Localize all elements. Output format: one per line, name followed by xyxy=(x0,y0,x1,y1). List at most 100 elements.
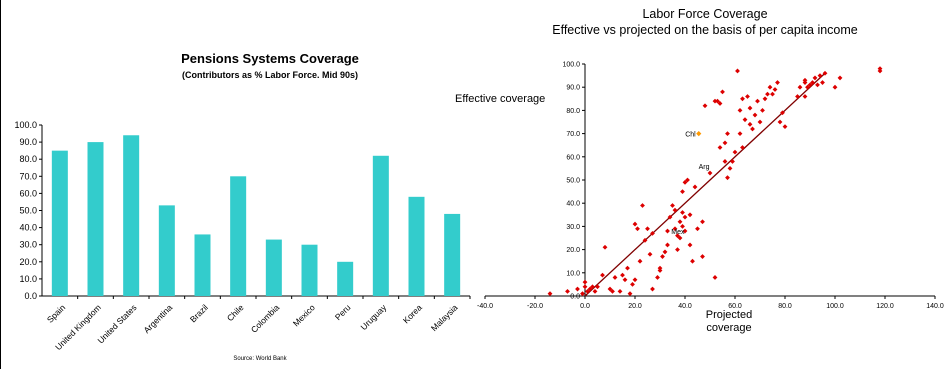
scatter-point xyxy=(677,235,683,241)
scatter-point xyxy=(757,119,763,125)
scatter-point xyxy=(812,75,818,81)
bar-chart-title: Pensions Systems Coverage xyxy=(181,51,359,66)
scatter-point xyxy=(547,291,553,297)
scatter-y-tick-label: 60.0 xyxy=(566,154,580,161)
scatter-x-tick-label: -20.0 xyxy=(527,303,543,310)
scatter-point xyxy=(712,275,718,280)
scatter-point xyxy=(700,254,705,259)
scatter-title-line-1: Labor Force Coverage xyxy=(642,7,768,21)
bar-y-tick-label: 70.0 xyxy=(19,171,37,181)
scatter-point xyxy=(630,282,635,287)
scatter-annotation: Mex xyxy=(671,229,685,236)
scatter-point xyxy=(692,184,698,190)
scatter-point xyxy=(582,284,588,290)
bar-chart: 0.0 10.0 20.0 30.0 40.0 50.0 60.0 70.0 80.0 90.0 1… xyxy=(14,120,471,352)
scatter-point xyxy=(680,189,685,194)
bar-y-tick-label: 100.0 xyxy=(14,120,37,130)
scatter-y-tick-label: 40.0 xyxy=(566,201,580,208)
scatter-point xyxy=(642,237,648,243)
scatter-x-tick-label: 60.0 xyxy=(728,303,742,310)
scatter-point xyxy=(747,121,753,127)
scatter-point xyxy=(717,145,723,150)
scatter-point xyxy=(617,288,623,294)
scatter-point xyxy=(770,91,775,97)
scatter-x-tick-label: 120.0 xyxy=(876,303,894,310)
bar xyxy=(87,142,104,296)
bar-y-tick-label: 30.0 xyxy=(19,240,37,250)
scatter-x-tick-label: 100.0 xyxy=(826,303,844,310)
scatter-point xyxy=(715,98,720,104)
bar xyxy=(372,155,389,296)
scatter-point xyxy=(627,291,633,297)
scatter-point xyxy=(822,70,828,76)
scatter-point xyxy=(682,179,688,185)
scatter-point xyxy=(797,84,803,90)
scatter-point xyxy=(735,68,740,74)
scatter-point xyxy=(670,203,675,208)
scatter-point xyxy=(665,228,670,234)
scatter-x-axis-label: Projected coverage xyxy=(694,309,764,335)
scatter-point xyxy=(602,244,608,250)
scatter-point xyxy=(740,96,745,102)
scatter-point xyxy=(782,124,788,130)
scatter-point xyxy=(687,242,693,248)
scatter-point xyxy=(737,131,743,136)
bar-chart-subtitle: (Contributors as % Labor Force. Mid 90s) xyxy=(181,70,359,80)
scatter-y-tick-label: 90.0 xyxy=(566,85,580,92)
bar xyxy=(123,135,140,296)
bar-chart-source: Source: World Bank xyxy=(233,356,287,362)
scatter-point xyxy=(795,94,800,99)
scatter-point xyxy=(582,279,588,285)
scatter-point xyxy=(575,286,580,292)
scatter-annotation: Arg xyxy=(699,164,710,171)
bar xyxy=(158,205,175,296)
scatter-annotation: Chl xyxy=(685,132,696,139)
scatter-point xyxy=(752,112,758,118)
scatter-point xyxy=(657,268,663,273)
scatter-point xyxy=(802,77,808,83)
scatter-point xyxy=(622,277,628,283)
scatter-point xyxy=(590,284,595,290)
page-left-border xyxy=(0,0,1,369)
scatter-point xyxy=(682,228,688,234)
scatter-point xyxy=(690,258,695,264)
scatter-point xyxy=(585,288,590,294)
scatter-y-tick-label: 100.0 xyxy=(562,62,580,69)
scatter-point xyxy=(720,89,725,95)
scatter-point xyxy=(772,87,778,92)
bar-y-tick-label: 90.0 xyxy=(19,137,37,147)
scatter-point xyxy=(722,140,728,146)
scatter-point xyxy=(685,177,690,183)
scatter-point xyxy=(650,286,655,292)
scatter-x-label-line-2: coverage xyxy=(706,322,752,334)
bar xyxy=(444,213,461,296)
scatter-point xyxy=(632,277,638,283)
scatter-point xyxy=(645,226,650,232)
scatter-x-tick-label: 80.0 xyxy=(778,303,792,310)
scatter-point xyxy=(682,214,688,220)
scatter-point xyxy=(777,119,783,125)
scatter-point xyxy=(817,73,823,78)
scatter-x-label-line-1: Projected xyxy=(705,309,753,321)
scatter-point xyxy=(837,75,843,81)
scatter-point xyxy=(810,80,815,85)
scatter-y-tick-label: 70.0 xyxy=(566,131,580,138)
scatter-y-axis-label: Effective coverage xyxy=(455,93,546,105)
scatter-trend-line xyxy=(584,72,826,297)
scatter-point xyxy=(660,254,665,259)
scatter-point xyxy=(650,230,655,236)
scatter-point xyxy=(680,210,685,215)
scatter-point xyxy=(762,96,768,102)
scatter-point xyxy=(665,242,670,248)
scatter-point xyxy=(765,91,770,97)
scatter-point xyxy=(695,226,700,232)
scatter-highlight-point xyxy=(696,131,702,137)
bar xyxy=(51,150,68,296)
scatter-point xyxy=(760,108,765,113)
bar xyxy=(194,234,211,296)
scatter-point xyxy=(635,226,640,232)
scatter-point xyxy=(815,82,820,88)
scatter-point xyxy=(680,224,685,229)
scatter-point xyxy=(702,103,708,109)
scatter-point xyxy=(677,219,683,225)
